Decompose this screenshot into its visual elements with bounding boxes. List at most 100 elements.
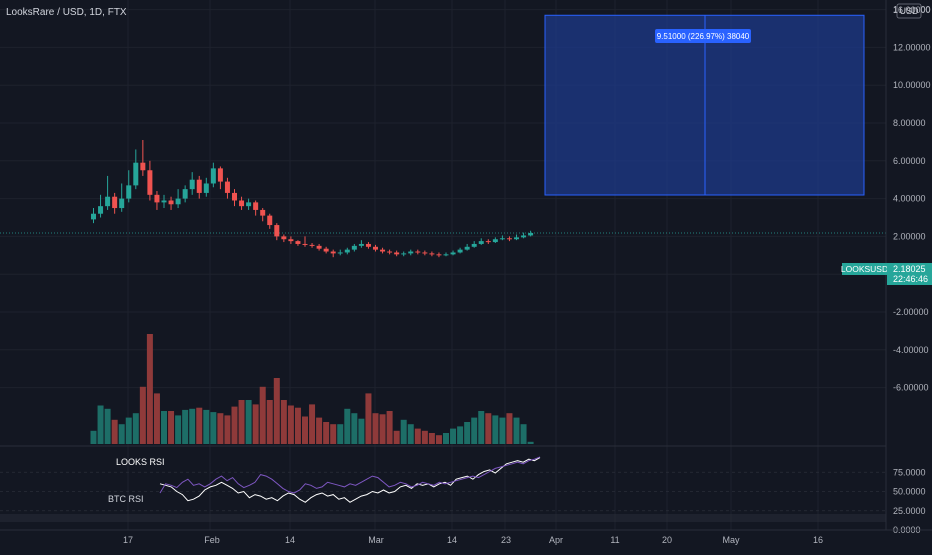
candlestick-series bbox=[91, 140, 534, 258]
candle-body bbox=[98, 206, 104, 214]
volume-bar bbox=[499, 417, 506, 444]
volume-bar bbox=[252, 404, 259, 444]
volume-bar bbox=[372, 413, 379, 444]
measure-label-bg bbox=[655, 29, 751, 43]
volume-bar bbox=[358, 418, 365, 444]
candle-body bbox=[239, 200, 245, 207]
rsi-line-looks bbox=[159, 456, 541, 494]
price-tag-countdown: 22:46:46 bbox=[893, 274, 928, 284]
candle-body bbox=[267, 215, 273, 226]
volume-bar bbox=[238, 400, 245, 444]
candle-body bbox=[105, 196, 111, 207]
candle-body bbox=[316, 245, 322, 249]
volume-bar bbox=[189, 408, 196, 444]
candle-body bbox=[344, 249, 350, 253]
volume-bar bbox=[132, 413, 139, 444]
price-tag: LOOKSUSD 2.18025 22:46:46 bbox=[841, 263, 932, 285]
volume-bar bbox=[464, 422, 471, 444]
volume-bar bbox=[323, 422, 330, 444]
candle-body bbox=[203, 183, 209, 193]
candle-body bbox=[450, 252, 456, 255]
candle-body bbox=[196, 179, 202, 193]
volume-bar bbox=[450, 428, 457, 444]
volume-bar bbox=[316, 417, 323, 444]
candle-body bbox=[492, 239, 498, 243]
volume-bar bbox=[182, 409, 189, 444]
volume-bar bbox=[259, 386, 266, 444]
candle-body bbox=[154, 194, 160, 203]
time-axis-label: Mar bbox=[368, 535, 384, 545]
time-axis-label: 11 bbox=[610, 535, 619, 545]
volume-bar bbox=[161, 411, 167, 444]
candle-body bbox=[429, 253, 435, 255]
volume-bar bbox=[224, 415, 231, 444]
candle-body bbox=[436, 254, 442, 256]
volume-bar bbox=[330, 424, 337, 444]
volume-bar bbox=[168, 411, 175, 444]
candle-body bbox=[274, 225, 280, 237]
volume-bar bbox=[111, 419, 118, 444]
candle-body bbox=[217, 168, 223, 182]
currency-badge[interactable]: USD bbox=[896, 3, 922, 19]
candle-body bbox=[295, 241, 301, 244]
volume-bar bbox=[457, 426, 464, 444]
candle-body bbox=[365, 243, 371, 247]
candle-body bbox=[260, 209, 266, 216]
candle-body bbox=[358, 243, 364, 246]
candle-body bbox=[485, 241, 491, 243]
volume-bar bbox=[146, 334, 153, 444]
candle-body bbox=[471, 243, 477, 247]
volume-bar bbox=[379, 414, 386, 444]
time-axis[interactable]: 17 Feb 14 Mar 14 23 Apr 11 20 May 16 bbox=[0, 529, 932, 545]
candle-body bbox=[232, 192, 237, 201]
price-axis-label: 8.00000 bbox=[893, 118, 926, 128]
rsi-axis-label: 75.0000 bbox=[893, 467, 926, 477]
measure-tool[interactable]: 9.51000 (226.97%) 38040 bbox=[544, 14, 865, 196]
volume-bar bbox=[210, 412, 217, 444]
volume-bar bbox=[266, 400, 273, 444]
candle-body bbox=[281, 236, 287, 240]
volume-bar bbox=[478, 411, 485, 444]
volume-bar bbox=[435, 435, 442, 444]
candle-body bbox=[288, 239, 294, 242]
price-axis-label: 6.00000 bbox=[893, 156, 926, 166]
candle-body bbox=[309, 244, 315, 246]
candle-body bbox=[246, 202, 252, 207]
symbol-title: LooksRare / USD, 1D, FTX bbox=[6, 7, 127, 18]
candle-body bbox=[415, 251, 421, 253]
candle-body bbox=[499, 238, 505, 240]
volume-bar bbox=[421, 430, 428, 444]
candle-body bbox=[464, 246, 470, 250]
volume-bar bbox=[520, 424, 527, 444]
time-axis-label: Apr bbox=[549, 535, 563, 545]
candle-body bbox=[521, 235, 527, 238]
volume-bar bbox=[203, 409, 210, 444]
volume-bar bbox=[287, 405, 294, 444]
rsi-label-looks: LOOKS RSI bbox=[116, 457, 165, 467]
candle-body bbox=[528, 232, 534, 236]
currency-badge-label: USD bbox=[899, 6, 919, 16]
price-axis-label: 2.00000 bbox=[893, 231, 926, 241]
candle-body bbox=[91, 213, 96, 220]
volume-bar bbox=[90, 430, 97, 444]
volume-bar bbox=[302, 416, 308, 444]
volume-bar bbox=[471, 417, 478, 444]
volume-bar bbox=[118, 424, 125, 444]
volume-bar bbox=[337, 424, 344, 444]
volume-bar bbox=[280, 400, 287, 444]
volume-bar bbox=[428, 433, 435, 444]
candle-body bbox=[401, 253, 407, 255]
candle-body bbox=[394, 252, 400, 255]
price-tag-price: 2.18025 bbox=[893, 264, 926, 274]
candle-body bbox=[182, 189, 188, 199]
volume-bar bbox=[414, 428, 421, 444]
candle-body bbox=[323, 248, 329, 252]
volume-bar bbox=[344, 408, 351, 444]
volume-bar bbox=[97, 405, 104, 444]
rsi-axis-label: 50.0000 bbox=[893, 487, 926, 497]
candle-body bbox=[126, 185, 132, 199]
volume-bar bbox=[231, 406, 238, 444]
candle-body bbox=[506, 238, 512, 240]
